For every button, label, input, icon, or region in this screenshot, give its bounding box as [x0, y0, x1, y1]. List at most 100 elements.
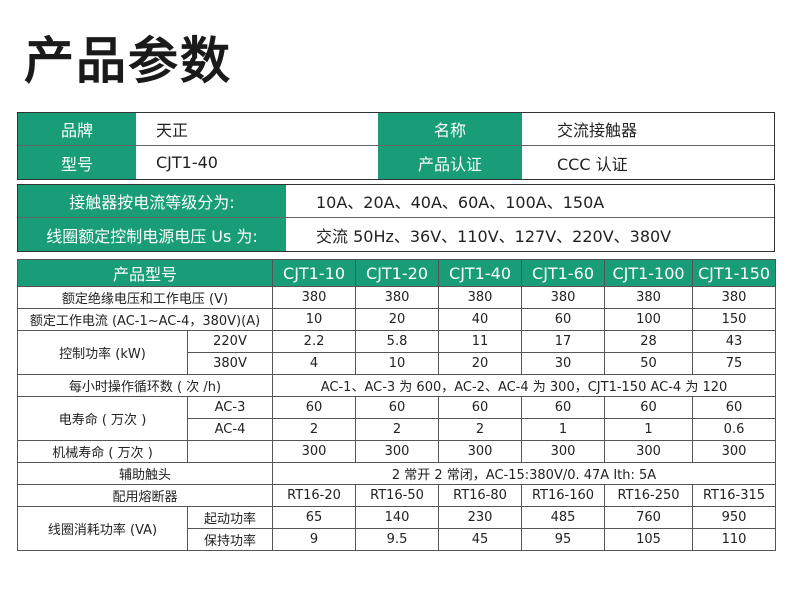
table-cell: 50: [604, 352, 694, 375]
model-header: CJT1-60: [521, 259, 606, 287]
table-cell: 45: [438, 528, 523, 551]
table-cell: 300: [272, 440, 357, 463]
row-label: 额定工作电流 (AC-1~AC-4，380V)(A): [16, 308, 274, 331]
info-row-brand: 品牌 天正 名称 交流接触器: [18, 113, 774, 146]
table-cell: 2.2: [272, 330, 357, 353]
table-cell: RT16-160: [521, 484, 606, 507]
table-cell: RT16-50: [355, 484, 440, 507]
info-block: 品牌 天正 名称 交流接触器 型号 CJT1-40 产品认证 CCC 认证: [17, 112, 775, 180]
table-cell: RT16-250: [604, 484, 694, 507]
table-cell: 5.8: [355, 330, 440, 353]
table-row: 线圈消耗功率 (VA) 起动功率 65 140 230 485 760 950: [17, 506, 777, 551]
name-value: 交流接触器: [522, 113, 774, 145]
model-label: 型号: [18, 146, 136, 179]
model-value: CJT1-40: [136, 146, 378, 179]
table-cell: 380: [604, 286, 694, 309]
row-label: 配用熔断器: [16, 484, 274, 507]
table-cell: 1: [521, 418, 606, 441]
table-cell: 485: [521, 506, 606, 529]
table-cell: 2: [438, 418, 523, 441]
table-cell: 150: [692, 308, 777, 331]
table-cell: 10: [272, 308, 357, 331]
table-cell: 30: [521, 352, 606, 375]
table-cell: 60: [438, 396, 523, 419]
table-cell: 0.6: [692, 418, 777, 441]
table-row: 额定绝缘电压和工作电压 (V) 380 380 380 380 380 380: [16, 286, 777, 309]
table-cell: 380: [521, 286, 606, 309]
table-cell: 300: [692, 440, 777, 463]
table-cell: 9: [272, 528, 357, 551]
table-cell: 10: [355, 352, 440, 375]
row-sublabel: AC-4: [186, 418, 274, 441]
row-sublabel: 保持功率: [186, 528, 274, 551]
table-cell: 20: [438, 352, 523, 375]
table-cell: 11: [438, 330, 523, 353]
rating-block: 接触器按电流等级分为: 10A、20A、40A、60A、100A、150A 线圈…: [17, 184, 775, 252]
table-cell: 380: [438, 286, 523, 309]
table-row: 机械寿命 ( 万次 ) 300 300 300 300 300 300: [17, 440, 777, 463]
row-label: 机械寿命 ( 万次 ): [17, 440, 188, 463]
cert-label: 产品认证: [378, 146, 522, 179]
model-header: CJT1-150: [692, 259, 777, 287]
spec-table: 产品型号 CJT1-10 CJT1-20 CJT1-40 CJT1-60 CJT…: [16, 259, 777, 551]
table-cell: 60: [521, 396, 606, 419]
info-row-voltage: 线圈额定控制电源电压 Us 为: 交流 50Hz、36V、110V、127V、2…: [18, 218, 774, 251]
table-header-row: 产品型号 CJT1-10 CJT1-20 CJT1-40 CJT1-60 CJT…: [16, 259, 777, 287]
current-levels-value: 10A、20A、40A、60A、100A、150A: [286, 185, 774, 217]
table-cell: RT16-315: [692, 484, 777, 507]
table-cell: 380: [692, 286, 777, 309]
table-cell: 95: [521, 528, 606, 551]
info-row-model: 型号 CJT1-40 产品认证 CCC 认证: [18, 146, 774, 179]
table-cell: 60: [692, 396, 777, 419]
row-label: 控制功率 (kW): [17, 330, 188, 375]
row-label: 每小时操作循环数 ( 次 /h): [16, 374, 274, 397]
table-cell: 230: [438, 506, 523, 529]
coil-voltage-label: 线圈额定控制电源电压 Us 为:: [18, 218, 286, 251]
model-header: CJT1-20: [355, 259, 440, 287]
table-row: 保持功率 9 9.5 45 95 105 110: [18, 528, 777, 551]
brand-value: 天正: [136, 113, 378, 145]
table-cell: 1: [604, 418, 694, 441]
model-header: CJT1-100: [604, 259, 694, 287]
row-label: 额定绝缘电压和工作电压 (V): [16, 286, 274, 309]
model-header: CJT1-40: [438, 259, 523, 287]
table-cell: 75: [692, 352, 777, 375]
coil-voltage-value: 交流 50Hz、36V、110V、127V、220V、380V: [286, 218, 774, 251]
table-cell: 2: [355, 418, 440, 441]
table-cell: 300: [521, 440, 606, 463]
table-cell: 28: [604, 330, 694, 353]
empty-cell: [186, 440, 274, 463]
table-cell: 40: [438, 308, 523, 331]
row-sublabel: 380V: [186, 352, 274, 375]
table-cell: 60: [521, 308, 606, 331]
table-cell: 60: [355, 396, 440, 419]
table-cell: 60: [272, 396, 357, 419]
table-cell: 300: [604, 440, 694, 463]
row-label: 电寿命 ( 万次 ): [17, 396, 188, 441]
name-label: 名称: [378, 113, 522, 145]
table-cell: 65: [272, 506, 357, 529]
row-sublabel: AC-3: [186, 396, 274, 419]
table-cell: 43: [692, 330, 777, 353]
table-cell: 4: [272, 352, 357, 375]
table-cell: 380: [355, 286, 440, 309]
table-cell: 950: [692, 506, 777, 529]
table-cell: 300: [355, 440, 440, 463]
table-cell: 105: [604, 528, 694, 551]
table-cell: 2: [272, 418, 357, 441]
cert-value: CCC 认证: [522, 146, 774, 179]
table-row: 控制功率 (kW) 220V 2.2 5.8 11 17 28 43: [17, 330, 777, 375]
page-title: 产品参数: [24, 32, 232, 90]
table-cell: RT16-80: [438, 484, 523, 507]
table-cell-merged: 2 常开 2 常闭，AC-15:380V/0. 47A Ith: 5A: [272, 462, 777, 485]
table-cell: 17: [521, 330, 606, 353]
table-row: 额定工作电流 (AC-1~AC-4，380V)(A) 10 20 40 60 1…: [16, 308, 777, 331]
row-label: 线圈消耗功率 (VA): [17, 506, 188, 551]
table-cell: 60: [604, 396, 694, 419]
model-header: CJT1-10: [272, 259, 357, 287]
table-cell: 9.5: [355, 528, 440, 551]
table-cell: RT16-20: [272, 484, 357, 507]
table-row: 电寿命 ( 万次 ) AC-3 60 60 60 60 60 60: [17, 396, 777, 441]
row-sublabel: 220V: [186, 330, 274, 353]
table-cell: 140: [355, 506, 440, 529]
